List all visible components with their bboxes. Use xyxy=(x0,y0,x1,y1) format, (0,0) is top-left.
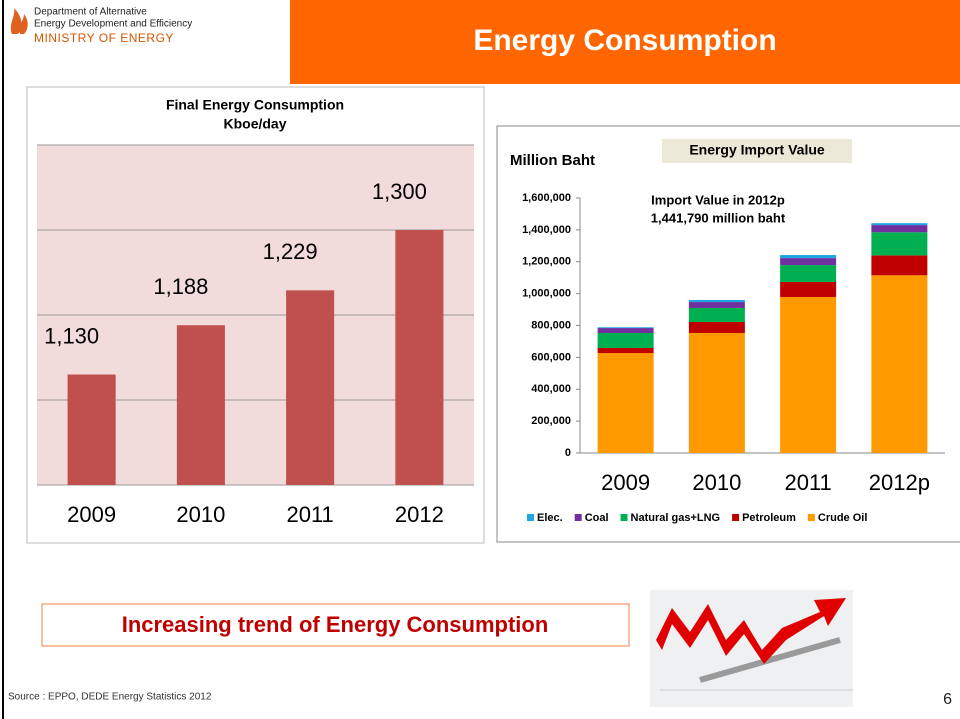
bar-segment xyxy=(598,348,654,353)
bar xyxy=(177,325,225,485)
y-tick-label: 200,000 xyxy=(531,415,571,427)
data-label: 1,188 xyxy=(153,274,208,299)
y-tick-label: 600,000 xyxy=(531,351,571,363)
x-tick-label: 2011 xyxy=(286,502,333,527)
logo xyxy=(11,8,28,34)
bar-segment xyxy=(689,322,745,333)
legend-swatch xyxy=(621,514,628,521)
x-tick-label: 2009 xyxy=(601,470,650,495)
legend-swatch xyxy=(527,514,534,521)
legend-label: Elec. xyxy=(537,512,563,524)
y-tick-label: 0 xyxy=(565,447,571,459)
bar-segment xyxy=(780,297,836,453)
slide: Department of Alternative Energy Develop… xyxy=(0,0,960,719)
bar-segment xyxy=(780,282,836,297)
data-label: 1,130 xyxy=(44,323,99,348)
callout: Increasing trend of Energy Consumption xyxy=(122,612,549,637)
bar-segment xyxy=(598,333,654,348)
org-line: Department of Alternative xyxy=(34,7,147,18)
legend-label: Coal xyxy=(585,512,609,524)
bar-segment xyxy=(780,258,836,265)
bar-segment xyxy=(689,308,745,322)
annotation: Import Value in 2012p xyxy=(651,192,785,207)
legend-label: Crude Oil xyxy=(818,512,868,524)
bar-segment xyxy=(689,302,745,308)
legend-swatch xyxy=(732,514,739,521)
bar-segment xyxy=(871,255,927,275)
y-tick-label: 400,000 xyxy=(531,383,571,395)
bar-segment xyxy=(780,265,836,282)
y-tick-label: 1,600,000 xyxy=(522,192,571,204)
legend-label: Petroleum xyxy=(742,512,796,524)
chart-title: Energy Import Value xyxy=(689,142,825,158)
bar-segment xyxy=(689,300,745,302)
bar-segment xyxy=(871,232,927,255)
bar xyxy=(68,375,116,486)
page-number: 6 xyxy=(943,691,952,708)
x-tick-label: 2012p xyxy=(869,470,930,495)
y-tick-label: 1,000,000 xyxy=(522,288,571,300)
bar-segment xyxy=(780,255,836,258)
x-tick-label: 2011 xyxy=(784,470,831,495)
page: Department of Alternative Energy Develop… xyxy=(0,0,960,719)
bar-segment xyxy=(598,327,654,328)
legend-swatch xyxy=(575,514,582,521)
x-tick-label: 2010 xyxy=(692,470,741,495)
bar xyxy=(395,230,443,485)
bar xyxy=(286,290,334,485)
bar-segment xyxy=(689,333,745,453)
x-tick-label: 2012 xyxy=(395,502,444,527)
bar-segment xyxy=(871,225,927,232)
y-tick-label: 800,000 xyxy=(531,319,571,331)
org-line: Energy Development and Efficiency xyxy=(34,19,192,30)
data-label: 1,229 xyxy=(263,239,318,264)
bar-segment xyxy=(598,328,654,333)
y-axis-label: Million Baht xyxy=(510,152,595,169)
chart-title: Final Energy Consumption xyxy=(166,97,344,113)
bar-segment xyxy=(871,275,927,453)
bar-segment xyxy=(871,223,927,225)
legend-swatch xyxy=(808,514,815,521)
chart-subtitle: Kboe/day xyxy=(223,116,286,132)
annotation: 1,441,790 million baht xyxy=(651,210,786,225)
y-tick-label: 1,400,000 xyxy=(522,224,571,236)
legend-label: Natural gas+LNG xyxy=(631,512,721,524)
data-label: 1,300 xyxy=(372,179,427,204)
y-tick-label: 1,200,000 xyxy=(522,256,571,268)
ministry: MINISTRY OF ENERGY xyxy=(34,31,174,45)
source: Source : EPPO, DEDE Energy Statistics 20… xyxy=(8,692,212,703)
x-tick-label: 2009 xyxy=(67,502,116,527)
slide-title: Energy Consumption xyxy=(473,24,776,57)
bar-segment xyxy=(598,353,654,453)
x-tick-label: 2010 xyxy=(176,502,225,527)
